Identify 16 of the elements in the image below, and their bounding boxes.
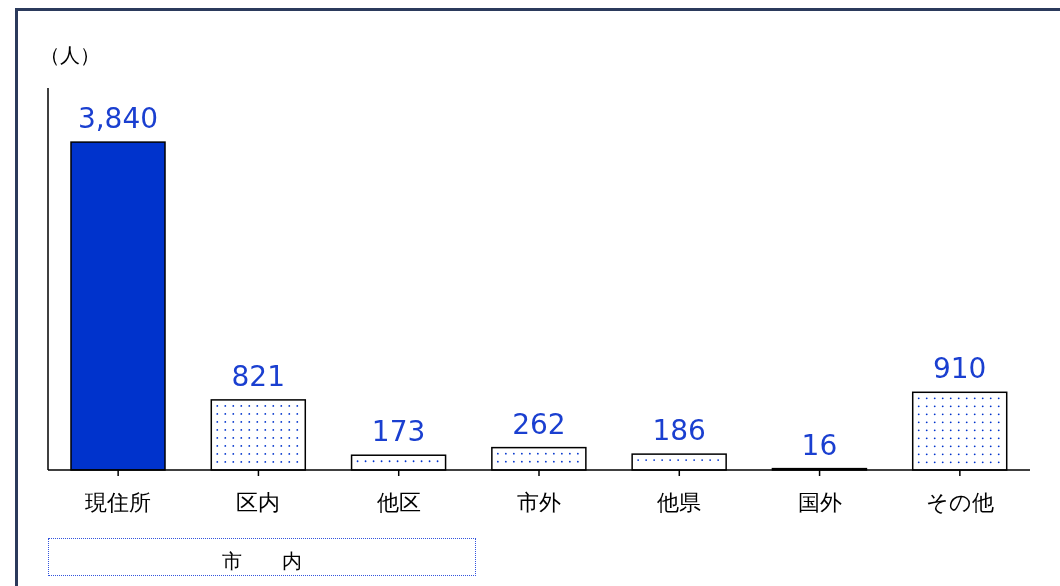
x-tick-label: その他 [925,489,994,515]
x-tick-label: 区内 [236,489,281,515]
text: 市 内 [48,538,476,576]
y-axis-title: （人） [40,42,100,69]
x-tick-label: 市外 [517,489,561,515]
x-tick-label: 他県 [657,489,702,515]
data-label: 186 [652,414,706,448]
data-label: 173 [371,415,426,449]
data-label: 910 [932,352,987,386]
data-label: 3,840 [77,102,159,136]
data-label: 821 [231,359,286,393]
data-label: 262 [512,407,566,441]
data-label: 16 [801,428,838,462]
x-tick-label: 国外 [797,489,842,515]
x-tick-label: 他区 [376,489,421,515]
x-tick-label: 現住所 [85,489,152,515]
